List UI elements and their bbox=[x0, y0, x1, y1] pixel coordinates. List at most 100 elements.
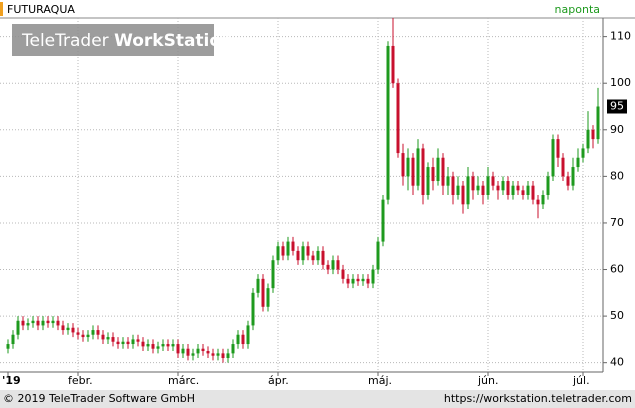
candle-body bbox=[231, 344, 235, 354]
candle-body bbox=[491, 176, 495, 186]
x-tick-label: márc. bbox=[168, 374, 199, 387]
x-tick-label: júl. bbox=[572, 374, 590, 387]
logo-bold: WorkStation bbox=[114, 31, 233, 51]
y-tick-label: 60 bbox=[610, 263, 624, 276]
footer-url: https://workstation.teletrader.com bbox=[444, 392, 632, 405]
candle-body bbox=[386, 45, 390, 200]
candle-body bbox=[591, 129, 595, 140]
candle-body bbox=[166, 344, 170, 347]
candle-body bbox=[526, 185, 530, 195]
candle-body bbox=[126, 341, 130, 345]
candle-body bbox=[361, 278, 365, 282]
candle-body bbox=[481, 185, 485, 195]
candle-body bbox=[596, 106, 600, 140]
candle-body bbox=[156, 346, 160, 349]
candle-body bbox=[331, 260, 335, 270]
candle-body bbox=[21, 320, 25, 326]
candle-body bbox=[486, 176, 490, 195]
candle-body bbox=[351, 278, 355, 284]
candle-body bbox=[146, 344, 150, 347]
candle-body bbox=[291, 241, 295, 251]
candle-body bbox=[586, 129, 590, 149]
candle-body bbox=[116, 341, 120, 345]
candle-body bbox=[311, 255, 315, 261]
y-tick-label: 80 bbox=[610, 169, 624, 182]
candle-body bbox=[456, 185, 460, 195]
candle-body bbox=[171, 344, 175, 347]
x-tick-label: máj. bbox=[368, 374, 392, 387]
y-tick-label: 90 bbox=[610, 123, 624, 136]
candle-body bbox=[411, 157, 415, 186]
candle-body bbox=[561, 157, 565, 177]
candle-body bbox=[336, 260, 340, 270]
y-tick-label: 110 bbox=[610, 30, 631, 43]
candle-body bbox=[181, 348, 185, 354]
candle-body bbox=[396, 83, 400, 154]
candle-body bbox=[521, 190, 525, 195]
candle-body bbox=[196, 348, 200, 354]
y-tick-label: 50 bbox=[610, 309, 624, 322]
candle-body bbox=[81, 334, 85, 338]
candle-body bbox=[391, 45, 395, 84]
candle-body bbox=[371, 269, 375, 284]
candle-body bbox=[306, 246, 310, 256]
candle-body bbox=[461, 185, 465, 205]
title-marker bbox=[0, 2, 3, 16]
candle-body bbox=[16, 320, 20, 335]
logo-light: TeleTrader bbox=[21, 31, 109, 51]
candle-body bbox=[6, 344, 10, 349]
candle-body bbox=[551, 139, 555, 177]
candle-body bbox=[151, 344, 155, 349]
candle-body bbox=[366, 278, 370, 284]
candle-body bbox=[76, 332, 80, 335]
candle-body bbox=[101, 334, 105, 340]
candle-body bbox=[286, 241, 290, 256]
candle-body bbox=[466, 176, 470, 205]
candle-body bbox=[61, 325, 65, 331]
candle-body bbox=[321, 250, 325, 265]
candle-body bbox=[261, 278, 265, 307]
candle-body bbox=[41, 320, 45, 326]
candle-body bbox=[131, 339, 135, 345]
candle-body bbox=[341, 269, 345, 279]
footer-bar bbox=[0, 390, 635, 408]
last-price-label: 95 bbox=[610, 100, 624, 113]
candle-body bbox=[186, 348, 190, 356]
y-tick-label: 40 bbox=[610, 356, 624, 369]
x-tick-label: '19 bbox=[2, 374, 21, 387]
candle-body bbox=[86, 334, 90, 338]
candle-body bbox=[406, 157, 410, 177]
logo: TeleTrader WorkStation bbox=[21, 31, 233, 51]
candle-body bbox=[356, 278, 360, 282]
candle-body bbox=[346, 278, 350, 284]
candle-body bbox=[31, 320, 35, 324]
candle-body bbox=[66, 327, 70, 331]
candle-body bbox=[226, 353, 230, 359]
candle-body bbox=[451, 176, 455, 195]
candle-body bbox=[251, 292, 255, 326]
candle-body bbox=[376, 241, 380, 270]
candle-body bbox=[326, 264, 330, 270]
candle-body bbox=[176, 344, 180, 354]
logo-box bbox=[12, 24, 214, 56]
candle-body bbox=[216, 353, 220, 356]
candle-body bbox=[496, 185, 500, 191]
x-tick-label: ápr. bbox=[268, 374, 289, 387]
candle-body bbox=[46, 320, 50, 324]
candle-body bbox=[436, 157, 440, 182]
candle-body bbox=[91, 330, 95, 335]
footer-copyright: © 2019 TeleTrader Software GmbH bbox=[3, 392, 195, 405]
candle-body bbox=[536, 199, 540, 205]
candle-body bbox=[426, 167, 430, 195]
candle-body bbox=[221, 353, 225, 359]
candle-body bbox=[276, 246, 280, 261]
last-price-box bbox=[607, 99, 627, 114]
candle-body bbox=[471, 176, 475, 191]
candle-body bbox=[476, 185, 480, 191]
candle-body bbox=[236, 334, 240, 345]
candle-body bbox=[256, 278, 260, 293]
candle-body bbox=[301, 246, 305, 261]
x-tick-label: febr. bbox=[68, 374, 93, 387]
candle-body bbox=[556, 139, 560, 158]
